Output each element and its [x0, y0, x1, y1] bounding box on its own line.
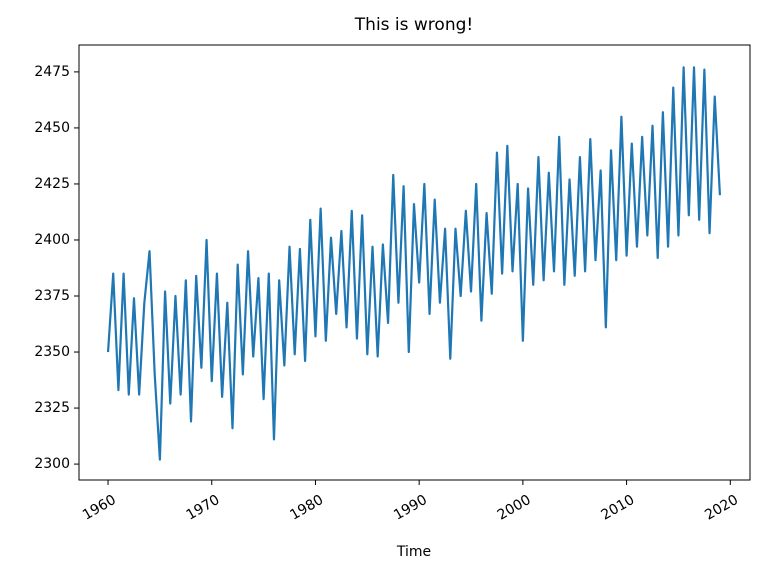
chart-title: This is wrong! — [354, 15, 473, 35]
data-line — [106, 66, 722, 461]
y-tick-label: 2425 — [34, 176, 70, 192]
y-tick-label: 2450 — [34, 120, 70, 136]
x-tick-label: 2010 — [599, 492, 638, 524]
x-tick-label: 1980 — [287, 492, 326, 524]
x-tick-label: 1990 — [391, 492, 430, 524]
x-tick-label: 2000 — [495, 492, 534, 524]
x-axis-label: Time — [396, 544, 431, 560]
y-tick-label: 2400 — [34, 232, 70, 248]
x-tick-label: 1960 — [80, 492, 119, 524]
y-tick-label: 2375 — [34, 288, 70, 304]
x-tick-label: 2020 — [702, 492, 741, 524]
y-tick-label: 2300 — [34, 456, 70, 472]
y-tick-label: 2475 — [34, 64, 70, 80]
y-tick-label: 2325 — [34, 400, 70, 416]
x-tick-label: 1970 — [184, 492, 223, 524]
plot-frame — [78, 44, 751, 481]
y-tick-label: 2350 — [34, 344, 70, 360]
